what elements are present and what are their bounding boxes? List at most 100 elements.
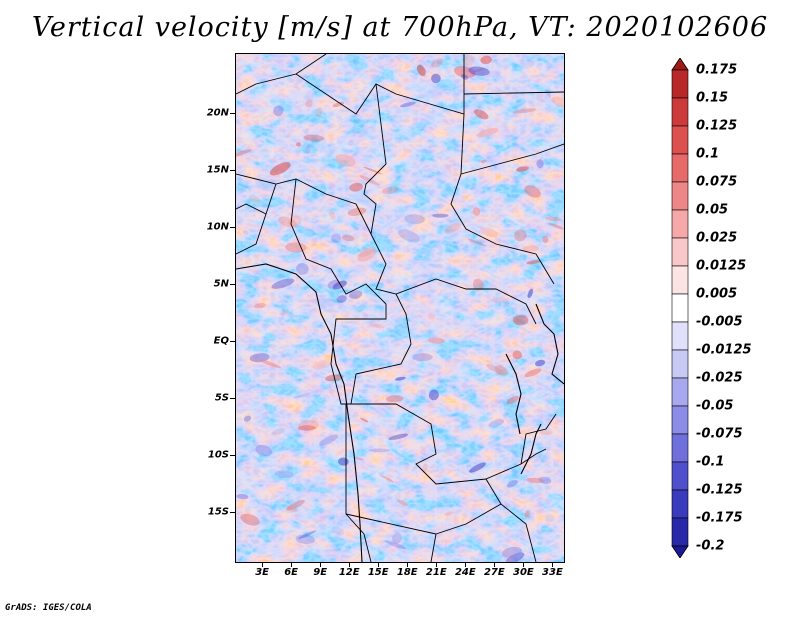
lat-tick	[230, 227, 235, 229]
colorbar	[671, 58, 689, 558]
vertical-velocity-map	[236, 54, 564, 562]
velocity-blob	[539, 430, 553, 436]
lon-tick	[349, 563, 351, 567]
velocity-blob	[236, 149, 252, 158]
velocity-blob	[255, 444, 272, 457]
velocity-blob	[404, 214, 425, 224]
lon-tick	[552, 563, 554, 567]
velocity-blob	[421, 463, 428, 473]
velocity-blob	[331, 526, 345, 536]
lon-tick-label: 3E	[255, 567, 269, 578]
colorbar-label: -0.175	[696, 510, 743, 526]
velocity-blob	[297, 425, 316, 431]
colorbar-label: -0.0125	[696, 342, 752, 358]
velocity-blob	[255, 177, 276, 192]
velocity-blob	[305, 99, 313, 108]
colorbar-segment	[671, 349, 689, 379]
velocity-blob	[460, 74, 469, 80]
lat-tick	[230, 341, 235, 342]
velocity-blob	[468, 66, 490, 76]
lon-tick-label: 33E	[542, 567, 563, 578]
lat-tick-label: 10S	[207, 449, 229, 461]
velocity-blob	[385, 395, 404, 403]
velocity-blob	[538, 476, 552, 485]
velocity-blob	[512, 108, 537, 114]
velocity-blob	[428, 389, 439, 401]
velocity-blob	[480, 159, 487, 164]
velocity-blob	[512, 350, 523, 360]
colorbar-segment	[671, 321, 689, 351]
velocity-blob	[524, 185, 541, 198]
velocity-blob	[347, 207, 367, 216]
velocity-blob	[316, 107, 323, 116]
colorbar-label: -0.2	[696, 538, 725, 554]
velocity-blob	[494, 365, 508, 376]
velocity-blob	[514, 229, 527, 242]
velocity-blob	[332, 101, 345, 108]
velocity-blob	[388, 433, 409, 440]
velocity-blob	[298, 530, 317, 539]
velocity-blob	[394, 376, 406, 381]
velocity-blob	[286, 499, 305, 511]
velocity-anomalies	[236, 54, 564, 562]
colorbar-label: -0.05	[696, 398, 734, 414]
colorbar-segment	[671, 265, 689, 295]
velocity-blob	[240, 513, 260, 526]
velocity-blob	[243, 415, 252, 422]
velocity-blob	[285, 242, 307, 253]
velocity-blob	[360, 417, 369, 423]
lat-tick	[230, 284, 235, 286]
velocity-blob	[336, 295, 347, 303]
velocity-blob	[480, 227, 499, 238]
lat-tick-label: EQ	[213, 335, 229, 347]
lat-tick-label: 5S	[214, 392, 229, 404]
colorbar-segment	[671, 181, 689, 211]
velocity-blob	[295, 534, 315, 544]
velocity-blob	[506, 395, 519, 405]
velocity-blob	[332, 280, 347, 290]
velocity-blob	[278, 216, 298, 228]
velocity-blob	[328, 209, 336, 221]
lon-tick	[494, 563, 496, 567]
velocity-blob	[353, 194, 378, 207]
velocity-blob	[476, 127, 499, 138]
chart-title: Vertical velocity [m/s] at 700hPa, VT: 2…	[31, 12, 769, 43]
velocity-blob	[521, 60, 536, 70]
velocity-blob	[488, 419, 505, 428]
lon-tick	[291, 563, 293, 567]
lon-tick	[465, 563, 467, 567]
velocity-blob	[269, 162, 291, 176]
lat-tick	[230, 397, 235, 399]
velocity-blob	[516, 166, 529, 172]
velocity-blob	[391, 532, 402, 544]
velocity-blob	[357, 247, 377, 262]
velocity-blob	[536, 159, 544, 169]
velocity-blob	[305, 144, 311, 155]
velocity-blob	[526, 477, 545, 483]
velocity-blob	[253, 303, 266, 309]
lon-tick-label: 9E	[313, 567, 328, 578]
lon-tick-label: 24E	[454, 567, 476, 578]
colorbar-label: -0.025	[696, 370, 743, 386]
velocity-blob	[551, 96, 564, 109]
velocity-blob	[526, 259, 541, 265]
lon-tick	[523, 563, 525, 567]
velocity-blob	[349, 290, 363, 299]
colorbar-label: 0.0125	[696, 258, 747, 274]
velocity-blob	[514, 317, 520, 325]
lon-tick	[320, 563, 322, 567]
velocity-blob	[527, 288, 534, 299]
velocity-blob	[384, 540, 407, 550]
lon-tick	[262, 563, 264, 567]
velocity-blob	[396, 499, 409, 506]
colorbar-segment	[671, 433, 689, 463]
velocity-blob	[381, 186, 399, 195]
velocity-blob	[548, 223, 564, 230]
velocity-blob	[340, 320, 359, 324]
velocity-blob	[341, 234, 355, 242]
lon-tick	[407, 563, 409, 567]
colorbar-segment	[671, 405, 689, 435]
velocity-blob	[368, 321, 385, 329]
velocity-blob	[535, 91, 547, 101]
velocity-blob	[364, 125, 373, 131]
